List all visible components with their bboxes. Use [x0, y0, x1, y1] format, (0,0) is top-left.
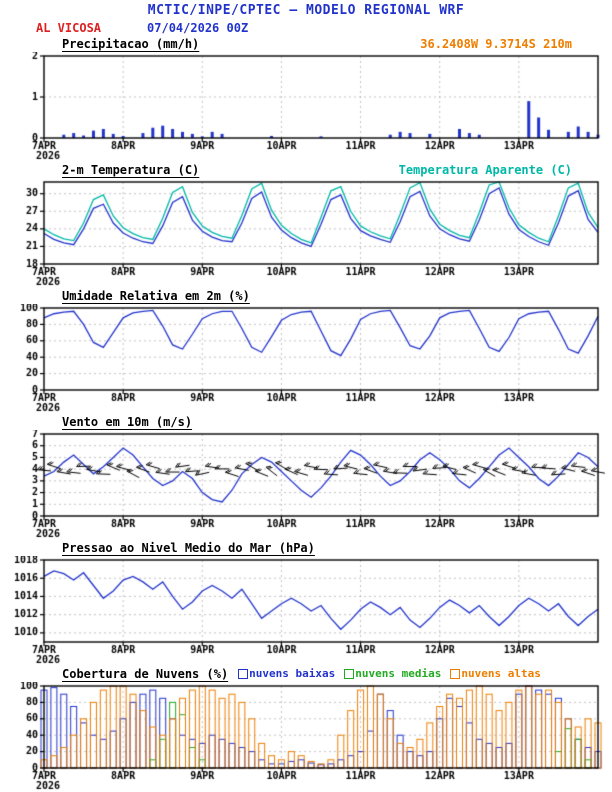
- wind-chart: [0, 430, 612, 540]
- cloud-legend: nuvens baixas nuvens medias nuvens altas: [238, 666, 541, 682]
- pressure-chart: [0, 556, 612, 666]
- temperature-chart: [0, 178, 612, 288]
- legend-label-mid: nuvens medias: [355, 667, 442, 680]
- precipitation-chart: [0, 52, 612, 162]
- low-cloud-swatch-icon: [238, 669, 249, 679]
- location-label: 36.2408W 9.3714S 210m: [420, 37, 572, 51]
- panel-wind: Vento em 10m (m/s): [0, 414, 612, 540]
- cloud-cover-title: Cobertura de Nuvens (%): [62, 667, 229, 681]
- precipitation-title: Precipitacao (mm/h): [62, 37, 200, 51]
- humidity-chart: [0, 304, 612, 414]
- legend-item-high: nuvens altas: [450, 666, 541, 682]
- legend-item-mid: nuvens medias: [344, 666, 441, 682]
- humidity-title: Umidade Relativa em 2m (%): [62, 289, 250, 303]
- panel-precipitation: Precipitacao (mm/h) 36.2408W 9.3714S 210…: [0, 36, 612, 162]
- wind-title: Vento em 10m (m/s): [62, 415, 193, 429]
- header: MCTIC/INPE/CPTEC — MODELO REGIONAL WRF A…: [0, 2, 612, 36]
- page-title: MCTIC/INPE/CPTEC — MODELO REGIONAL WRF: [147, 3, 465, 18]
- apparent-temp-label: Temperatura Aparente (C): [398, 163, 572, 177]
- panel-temperature: 2-m Temperatura (C) Temperatura Aparente…: [0, 162, 612, 288]
- mid-cloud-swatch-icon: [344, 669, 355, 679]
- legend-label-low: nuvens baixas: [249, 667, 336, 680]
- panel-pressure: Pressao ao Nivel Medio do Mar (hPa): [0, 540, 612, 666]
- pressure-title: Pressao ao Nivel Medio do Mar (hPa): [62, 541, 315, 555]
- high-cloud-swatch-icon: [450, 669, 461, 679]
- legend-item-low: nuvens baixas: [238, 666, 335, 682]
- cloud-cover-chart: [0, 682, 612, 792]
- panel-cloud-cover: Cobertura de Nuvens (%) nuvens baixas nu…: [0, 666, 612, 792]
- legend-label-high: nuvens altas: [461, 667, 541, 680]
- station-name: AL VICOSA: [36, 21, 102, 35]
- temperature-title: 2-m Temperatura (C): [62, 163, 200, 177]
- panel-humidity: Umidade Relativa em 2m (%): [0, 288, 612, 414]
- run-datetime: 07/04/2026 00Z: [147, 21, 249, 35]
